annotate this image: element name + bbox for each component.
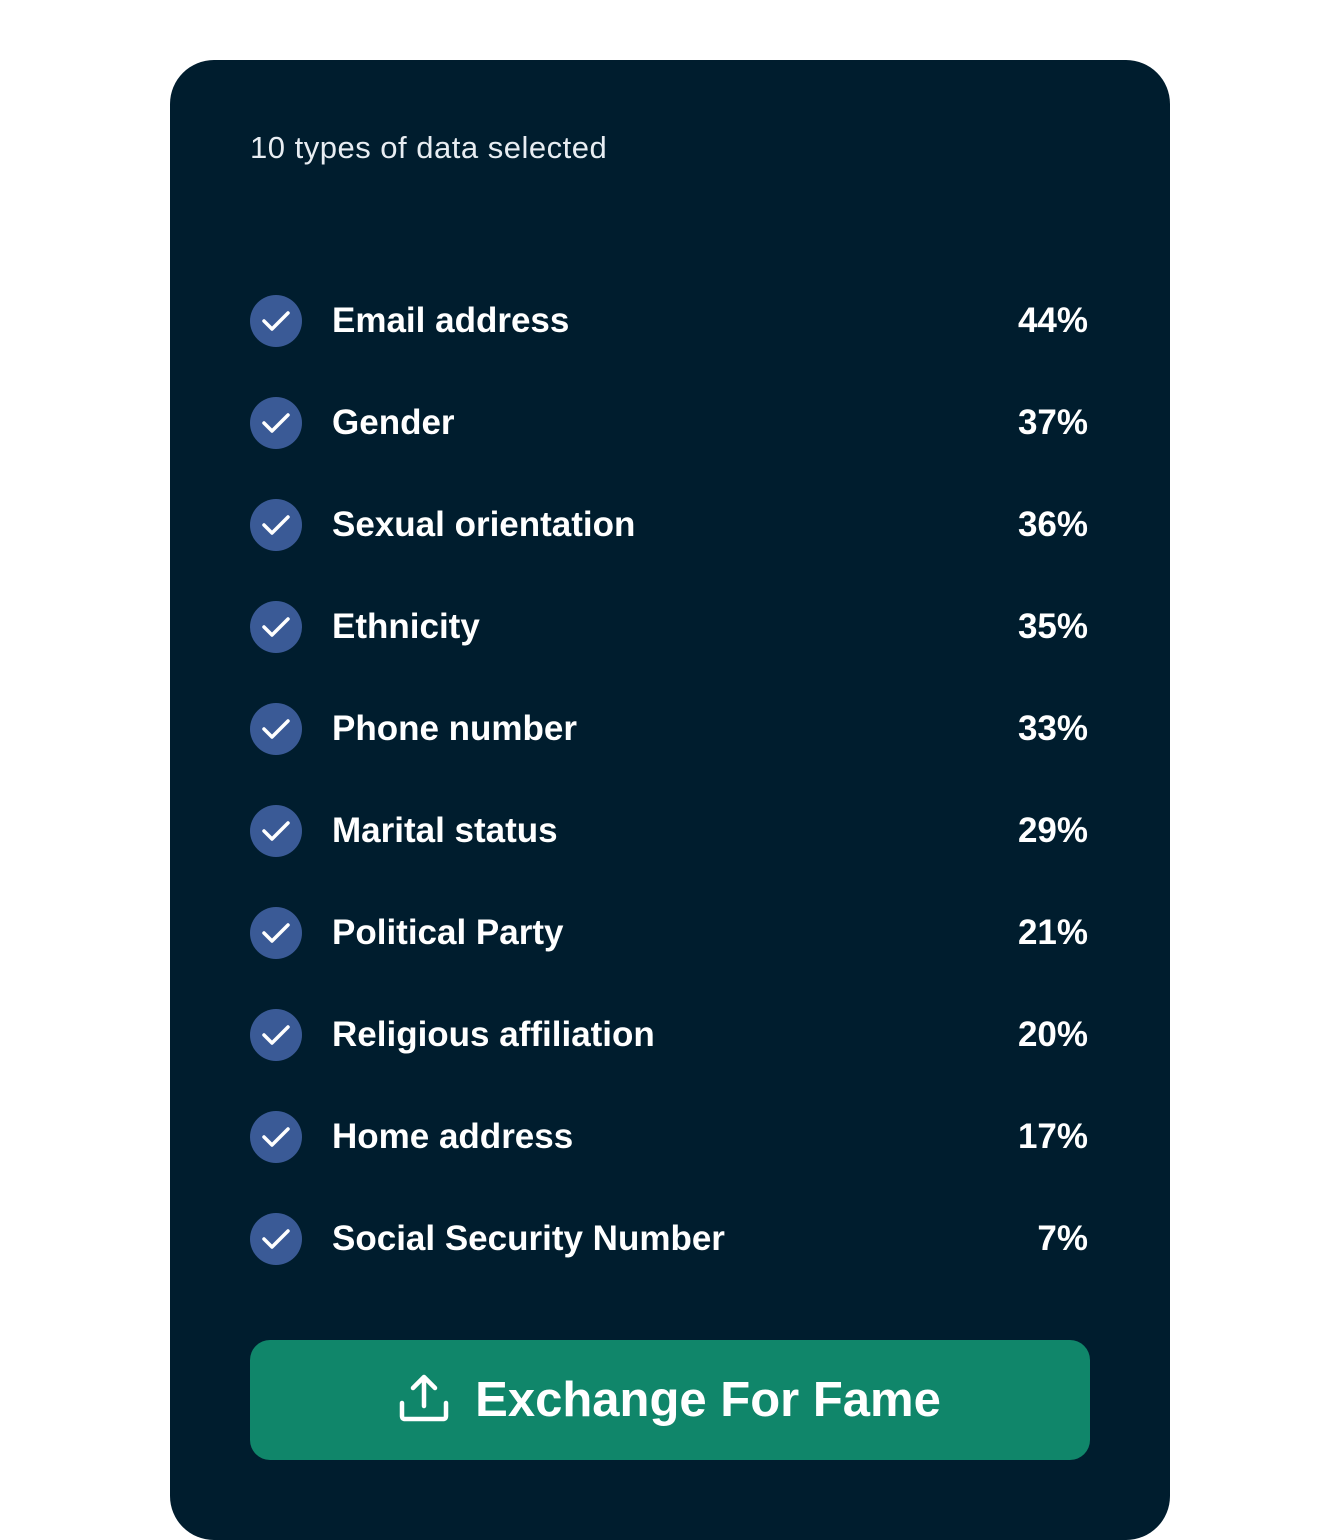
data-type-percent: 33%	[1017, 709, 1088, 748]
check-icon[interactable]	[250, 295, 302, 347]
data-type-label: Ethnicity	[332, 607, 480, 646]
data-type-label: Gender	[332, 403, 455, 442]
data-selection-card: 10 types of data selected Email address 4…	[170, 60, 1170, 1540]
list-item[interactable]: Gender 37%	[250, 372, 1088, 474]
data-type-label: Email address	[332, 301, 570, 340]
exchange-for-fame-button[interactable]: Exchange For Fame	[250, 1340, 1090, 1460]
selection-count: 10 types of data selected	[250, 130, 608, 165]
check-icon[interactable]	[250, 1213, 302, 1265]
data-type-percent: 17%	[1017, 1117, 1088, 1156]
data-type-list: Email address 44% Gender 37% Sexual orientat…	[250, 270, 1088, 1290]
list-item[interactable]: Email address 44%	[250, 270, 1088, 372]
data-type-percent: 29%	[1017, 811, 1088, 850]
data-type-percent: 21%	[1017, 913, 1088, 952]
list-item[interactable]: Home address 17%	[250, 1086, 1088, 1188]
exchange-button-label: Exchange For Fame	[475, 1373, 941, 1427]
check-icon[interactable]	[250, 907, 302, 959]
data-type-label: Religious affiliation	[332, 1015, 655, 1054]
list-item[interactable]: Religious affiliation 20%	[250, 984, 1088, 1086]
list-item[interactable]: Sexual orientation 36%	[250, 474, 1088, 576]
data-type-percent: 7%	[1037, 1219, 1088, 1258]
check-icon[interactable]	[250, 499, 302, 551]
check-icon[interactable]	[250, 1111, 302, 1163]
check-icon[interactable]	[250, 601, 302, 653]
list-item[interactable]: Phone number 33%	[250, 678, 1088, 780]
list-item[interactable]: Marital status 29%	[250, 780, 1088, 882]
data-type-percent: 20%	[1017, 1015, 1088, 1054]
upload-icon	[399, 1373, 449, 1428]
list-item[interactable]: Social Security Number 7%	[250, 1188, 1088, 1290]
check-icon[interactable]	[250, 805, 302, 857]
data-type-percent: 37%	[1017, 403, 1088, 442]
data-type-label: Home address	[332, 1117, 574, 1156]
data-type-percent: 35%	[1017, 607, 1088, 646]
check-icon[interactable]	[250, 703, 302, 755]
data-type-label: Political Party	[332, 913, 564, 952]
list-item[interactable]: Ethnicity 35%	[250, 576, 1088, 678]
check-icon[interactable]	[250, 1009, 302, 1061]
check-icon[interactable]	[250, 397, 302, 449]
list-item[interactable]: Political Party 21%	[250, 882, 1088, 984]
data-type-label: Phone number	[332, 709, 578, 748]
data-type-label: Sexual orientation	[332, 505, 636, 544]
data-type-percent: 36%	[1017, 505, 1088, 544]
data-type-percent: 44%	[1017, 301, 1088, 340]
data-type-label: Marital status	[332, 811, 558, 850]
data-type-label: Social Security Number	[332, 1219, 725, 1258]
